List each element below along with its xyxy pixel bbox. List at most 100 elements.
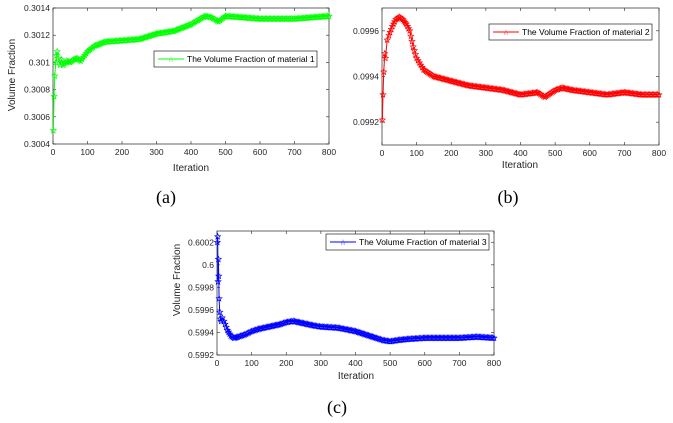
x-tick-label: 500	[548, 148, 562, 158]
x-tick-label: 300	[149, 147, 163, 157]
x-tick-label: 0	[51, 147, 56, 157]
data-point-c	[216, 308, 224, 316]
data-point-a	[53, 47, 61, 55]
x-tick-label: 800	[487, 358, 501, 368]
y-tick-label: 0.0996	[353, 26, 379, 36]
x-tick-label: 600	[583, 148, 597, 158]
data-point-b	[401, 18, 409, 26]
data-point-c	[215, 294, 223, 302]
data-point-c	[221, 320, 229, 328]
data-point-b	[388, 22, 397, 30]
y-tick-label: 0.301	[29, 57, 51, 67]
data-point-c	[220, 317, 228, 325]
legend-label-a: The Volume Fraction of material 1	[187, 54, 315, 64]
data-point-a	[78, 55, 86, 63]
ticks-a: 0 100 200 300 400 500 600 700 800 0.3004 0.3006 0.3…	[24, 3, 336, 157]
plot-area-a	[52, 7, 330, 145]
x-axis-label-c: Iteration	[338, 371, 374, 382]
data-point-b	[405, 26, 414, 34]
legend-c: ☆ The Volume Fraction of material 3	[325, 233, 490, 251]
legend-label-c: The Volume Fraction of material 3	[359, 237, 487, 247]
data-point-a	[51, 72, 59, 80]
x-tick-label: 200	[279, 358, 293, 368]
legend-star-a: ☆	[167, 55, 174, 64]
caption-c: (c)	[327, 397, 347, 418]
x-tick-label: 300	[314, 358, 328, 368]
data-point-b	[408, 37, 416, 45]
legend-box-b	[488, 23, 653, 41]
x-tick-label: 400	[513, 148, 527, 158]
x-tick-label: 300	[479, 148, 493, 158]
series-c	[213, 232, 498, 345]
data-point-b	[389, 20, 398, 28]
data-point-a	[57, 55, 66, 63]
y-axis-label-a: Volume Fraction	[7, 39, 18, 111]
data-point-b	[409, 42, 417, 50]
data-point-c	[218, 313, 226, 321]
data-point-b	[407, 32, 415, 40]
y-tick-label: 0.6002	[188, 237, 214, 247]
x-tick-label: 700	[617, 148, 631, 158]
data-point-a	[81, 51, 89, 59]
legend-label-b: The Volume Fraction of material 2	[522, 27, 650, 37]
x-tick-label: 200	[115, 147, 129, 157]
series-a	[49, 12, 333, 134]
data-point-a	[325, 12, 333, 20]
data-point-b	[400, 17, 408, 25]
data-point-c	[490, 334, 498, 342]
data-point-b	[655, 90, 663, 98]
y-tick-label: 0.3004	[24, 139, 50, 149]
plot-frame-c	[216, 230, 495, 356]
data-point-b	[380, 68, 388, 76]
data-point-c	[213, 232, 222, 240]
x-tick-label: 700	[287, 147, 301, 157]
legend-box-a	[153, 50, 318, 68]
x-tick-label: 500	[218, 147, 232, 157]
chart-panel-c: 0 100 200 300 400 500 600 700 800 0.5992 0.5994 0.5…	[172, 230, 501, 418]
legend-a: ☆ The Volume Fraction of material 1	[153, 50, 318, 68]
data-point-c	[214, 277, 222, 285]
plot-frame-a	[52, 7, 330, 145]
y-tick-label: 0.5998	[188, 282, 214, 292]
x-tick-label: 100	[410, 148, 424, 158]
data-point-b	[411, 50, 420, 58]
data-point-c	[215, 272, 223, 280]
data-point-a	[52, 51, 61, 59]
legend-star-b: ☆	[502, 28, 509, 37]
x-tick-label: 800	[322, 147, 336, 157]
caption-b: (b)	[498, 187, 519, 208]
data-point-c	[214, 255, 223, 263]
chart-panel-a: 0 100 200 300 400 500 600 700 800 0.3004 0.3006 0.3…	[7, 3, 336, 208]
data-point-b	[378, 115, 387, 124]
data-point-a	[49, 126, 58, 134]
data-point-c	[224, 328, 233, 336]
x-tick-label: 700	[452, 358, 466, 368]
x-tick-label: 600	[418, 358, 432, 368]
y-tick-label: 0.6	[202, 260, 214, 270]
ticks-b: 0 100 200 300 400 500 600 700 800 0.0992 0.0994 0.0…	[353, 8, 666, 158]
data-point-b	[381, 54, 390, 62]
x-tick-label: 600	[253, 147, 267, 157]
x-tick-label: 100	[80, 147, 94, 157]
y-tick-label: 0.0994	[353, 72, 379, 82]
data-point-a	[50, 92, 58, 100]
data-point-c	[213, 238, 222, 246]
y-tick-label: 0.5994	[188, 327, 214, 337]
data-point-b	[410, 46, 419, 54]
y-tick-label: 0.3012	[24, 30, 50, 40]
series-b	[378, 13, 663, 124]
y-tick-label: 0.3008	[24, 85, 50, 95]
x-tick-label: 0	[215, 358, 220, 368]
data-point-b	[379, 90, 387, 98]
y-tick-label: 0.5996	[188, 305, 214, 315]
legend-star-c: ☆	[339, 238, 346, 247]
plot-area-c	[216, 230, 495, 356]
x-tick-label: 100	[245, 358, 259, 368]
data-point-b	[383, 36, 391, 44]
x-tick-label: 200	[444, 148, 458, 158]
chart-panel-b: 0 100 200 300 400 500 600 700 800 0.0992 0.0994 0.0…	[353, 7, 666, 208]
y-tick-label: 0.5992	[188, 350, 214, 360]
data-point-c	[223, 326, 232, 334]
data-point-b	[399, 15, 407, 23]
